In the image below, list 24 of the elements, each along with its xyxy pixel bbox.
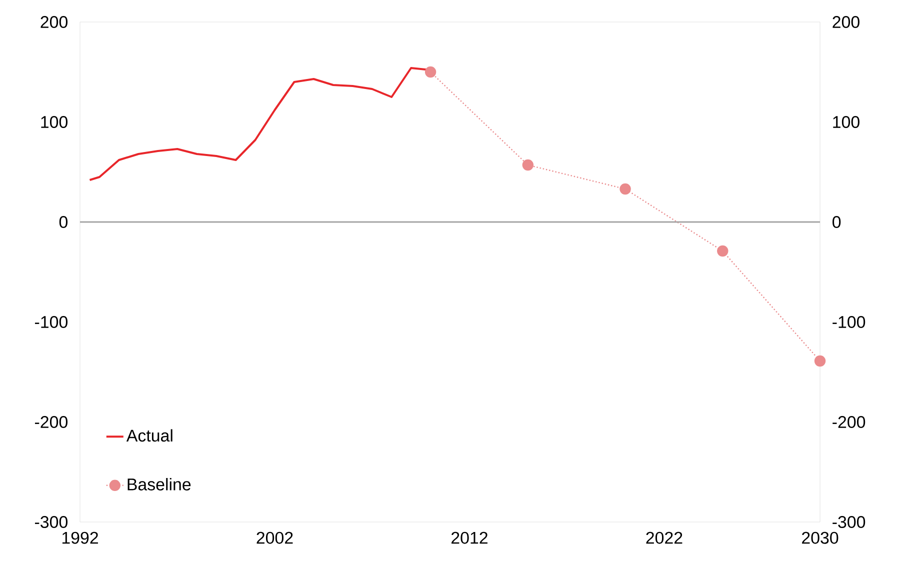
y-tick-label: 100 — [41, 116, 68, 128]
y2-tick-label: -200 — [832, 416, 866, 428]
x-tick-label: 2012 — [452, 532, 488, 544]
x-tick-label: 2022 — [646, 532, 682, 544]
legend-label: Actual — [126, 429, 172, 442]
y-tick-label: 200 — [40, 16, 68, 28]
y2-tick-label: -100 — [832, 316, 866, 328]
point — [717, 245, 728, 257]
y-tick-label: -200 — [35, 416, 68, 428]
y-tick-label: -300 — [35, 516, 68, 528]
y2-tick-label: 100 — [833, 116, 860, 128]
y-tick-label: 0 — [59, 216, 68, 228]
y-tick-label: -100 — [35, 316, 68, 328]
point — [522, 159, 534, 171]
y2-tick-label: 0 — [832, 216, 841, 228]
y2-tick-label: -300 — [832, 516, 866, 528]
x-tick-label: 2002 — [256, 532, 293, 544]
point — [620, 183, 631, 195]
legend-label: Baseline — [128, 478, 191, 490]
point — [424, 66, 436, 78]
point — [814, 355, 826, 367]
y2-tick-label: 200 — [832, 16, 860, 28]
x-tick-label: 1992 — [62, 532, 98, 544]
x-tick-label: 2030 — [802, 532, 838, 544]
